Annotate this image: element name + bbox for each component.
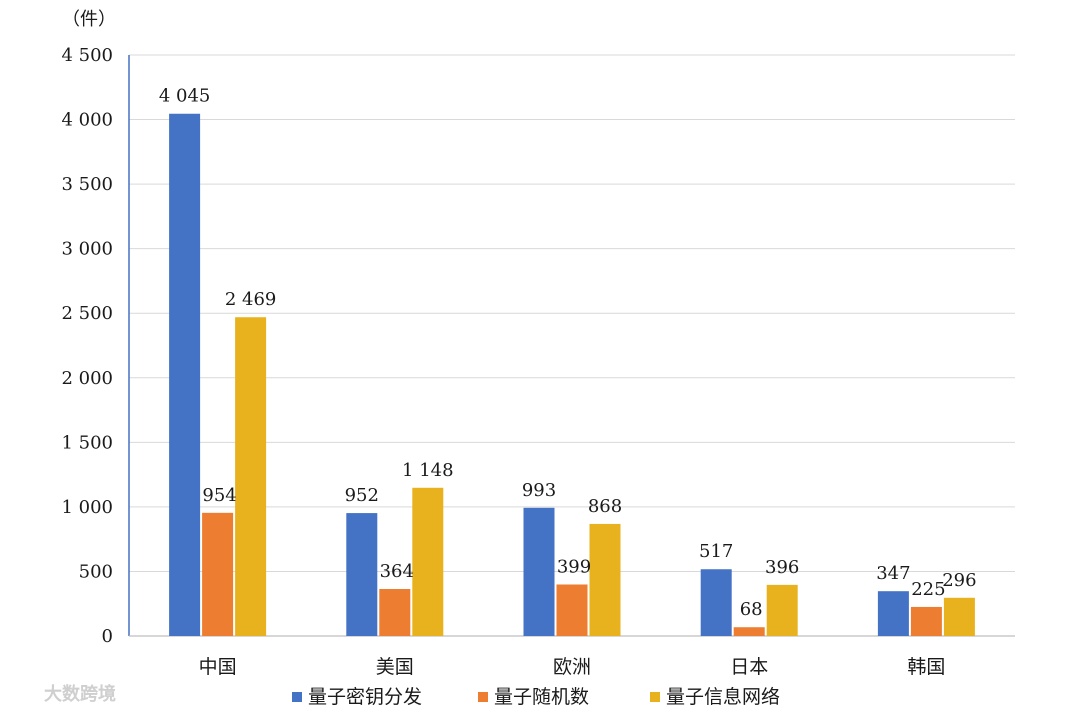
watermark: 大数跨境: [44, 683, 116, 705]
x-category-label: 韩国: [907, 656, 945, 678]
bar-value-label: 225: [911, 579, 945, 600]
legend-entry-label: 量子信息网络: [666, 686, 780, 708]
x-category-label: 日本: [730, 656, 768, 678]
bar-value-label: 347: [876, 563, 910, 584]
bar-value-label: 2 469: [225, 289, 277, 310]
axes: 0 500 1 000 1 500 2 000 2 500 3 000 3 500 4 000 4…: [61, 45, 1015, 678]
bar-value-label: 68: [740, 599, 763, 620]
bar: [412, 487, 444, 636]
bar: [556, 584, 588, 636]
y-tick-label: 3 500: [61, 174, 113, 195]
x-category-label: 中国: [199, 656, 237, 678]
bar-value-label: 1 148: [402, 460, 454, 481]
data-labels: 4 045 954 2 469 952 364 1 148 993 399 868 517 6839…: [159, 86, 977, 620]
y-tick-label: 1 000: [61, 497, 113, 518]
bar: [943, 597, 975, 636]
y-tick-label: 3 000: [61, 239, 113, 260]
bars: [169, 113, 975, 637]
legend-swatch: [478, 692, 488, 702]
y-tick-label: 4 500: [61, 45, 113, 66]
legend: 量子密钥分发 量子随机数 量子信息网络: [292, 686, 780, 708]
y-tick-label: 1 500: [61, 432, 113, 453]
legend-swatch: [650, 692, 660, 702]
bar: [733, 627, 765, 636]
bar-value-label: 517: [699, 541, 733, 562]
x-category-label: 美国: [376, 656, 414, 678]
y-tick-label: 500: [79, 561, 113, 582]
y-tick-label: 2 000: [61, 368, 113, 389]
bar-value-label: 296: [942, 570, 976, 591]
bar-value-label: 4 045: [159, 86, 211, 107]
bar: [877, 591, 909, 636]
bar: [589, 523, 621, 636]
legend-entry-label: 量子密钥分发: [308, 686, 422, 708]
y-tick-label: 4 000: [61, 110, 113, 131]
bar: [700, 569, 732, 636]
bar: [235, 317, 267, 636]
y-tick-label: 0: [102, 626, 113, 647]
bar: [523, 507, 555, 636]
legend-entry-label: 量子随机数: [494, 686, 589, 708]
y-tick-label: 2 500: [61, 303, 113, 324]
grid-lines: [129, 54, 1015, 572]
bar-value-label: 399: [557, 556, 591, 577]
bar-value-label: 993: [522, 480, 556, 501]
legend-swatch: [292, 692, 302, 702]
bar-value-label: 364: [380, 561, 414, 582]
x-category-label: 欧洲: [553, 656, 591, 678]
bar: [346, 513, 378, 636]
y-axis-unit-label: （件）: [62, 9, 116, 30]
bar-value-label: 952: [345, 485, 379, 506]
watermark-text: 大数跨境: [44, 683, 116, 705]
bar: [169, 113, 201, 637]
bar: [379, 589, 411, 636]
bar-value-label: 868: [588, 496, 622, 517]
bar-value-label: 954: [202, 485, 236, 506]
bar: [910, 606, 942, 636]
bar: [766, 584, 798, 636]
bar-value-label: 396: [765, 557, 799, 578]
bar: [202, 512, 234, 636]
